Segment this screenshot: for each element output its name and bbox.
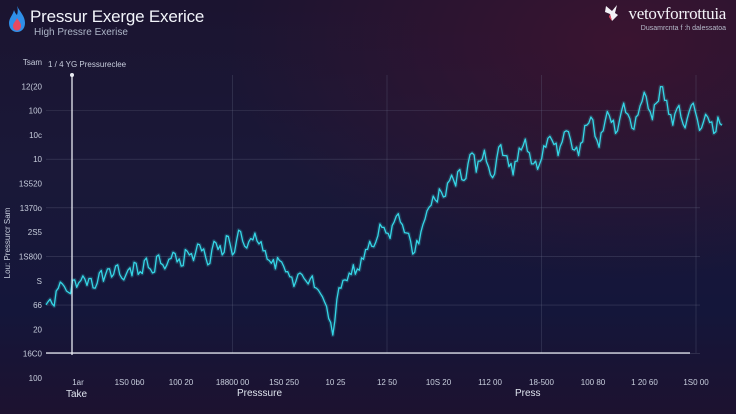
y-axis-title: Lou: Pressurcr Sam [3, 207, 12, 278]
x-axis-title-center: Presssure [237, 388, 282, 399]
y-tick-label: Tsam [23, 58, 42, 67]
x-axis-ticks: 1ar 1S0 0b0 100 20 18800 00 1S0 250 10 25 12 5… [72, 378, 709, 387]
y-tick-label: 1S800 [19, 252, 43, 261]
x-tick-label: 1 20 60 [631, 378, 658, 387]
y-tick-label: 12(20 [22, 82, 43, 91]
x-axis-title-left: Take [66, 389, 88, 400]
y-axis-ticks: Tsam 12(20 100 10c 10 1S520 1370o 2S5 1S800 S 66 20… [19, 58, 43, 383]
y-tick-label: 20 [33, 325, 42, 334]
y-tick-label: 1370o [20, 204, 43, 213]
y-tick-label: 10c [29, 131, 42, 140]
x-tick-label: 112 00 [478, 378, 502, 387]
x-tick-label: 10S 20 [426, 378, 452, 387]
page-title: Pressur Exerge Exerice [30, 7, 205, 26]
brand-name: vetovforrottuia [628, 4, 727, 23]
y-tick-label: 16C0 [23, 350, 43, 359]
x-axis-title-right: Press [515, 388, 541, 399]
y-tick-label: S [37, 277, 42, 286]
y-tick-label: 66 [33, 301, 42, 310]
y-tick-label: 2S5 [28, 228, 43, 237]
y-tick-label: 100 [29, 107, 43, 116]
page-subtitle: High Pressre Exerise [34, 27, 128, 38]
y-axis-top-marker [70, 73, 74, 77]
x-tick-label: 1S0 0b0 [115, 378, 145, 387]
y-tick-label: 100 [29, 374, 43, 383]
flame-logo-icon [6, 4, 28, 39]
x-tick-label: 100 80 [581, 378, 606, 387]
brand-tagline: Dusamrcnta f :h dalessatoa [640, 25, 726, 32]
x-tick-label: 18-500 [529, 378, 554, 387]
chart-series [44, 84, 724, 338]
x-tick-label: 1S0 250 [269, 378, 299, 387]
x-tick-label: 1S0 00 [683, 378, 709, 387]
x-tick-label: 1ar [72, 378, 84, 387]
brand-bird-icon [604, 3, 620, 28]
y-tick-label: 1S520 [19, 180, 43, 189]
y-tick-label: 10 [33, 155, 42, 164]
chart-gridlines [46, 75, 700, 354]
chart-annotation: 1 / 4 YG Pressureclee [48, 60, 127, 69]
x-tick-label: 100 20 [169, 378, 194, 387]
x-tick-label: 18800 00 [216, 378, 250, 387]
brand-block: vetovforrottuia Dusamrcnta f :h dalessat… [628, 4, 727, 32]
x-tick-label: 12 50 [377, 378, 398, 387]
series-line [45, 85, 723, 336]
x-tick-label: 10 25 [325, 378, 346, 387]
series-line-glow [44, 84, 724, 338]
